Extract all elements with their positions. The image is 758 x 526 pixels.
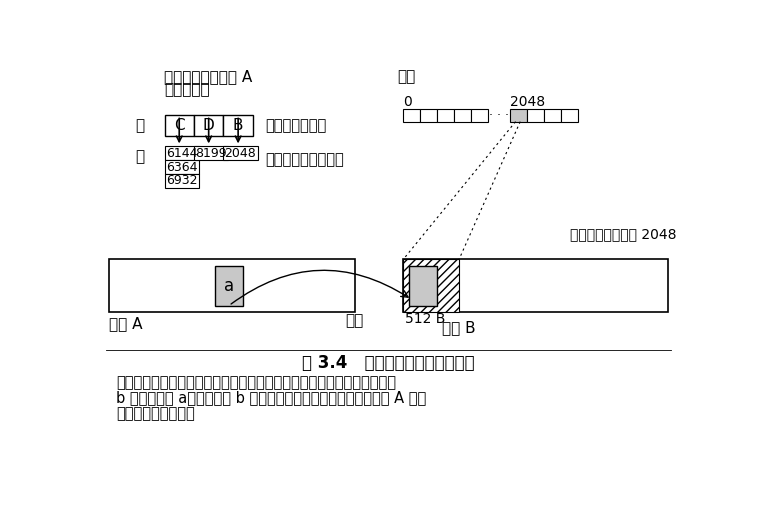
Text: C: C [174,118,184,133]
Bar [454,109,471,122]
Bar [194,146,228,160]
Text: · · ·: · · · [488,109,509,122]
Bar [164,146,199,160]
Bar [403,109,420,122]
Text: 2048: 2048 [224,147,256,160]
Text: 转移专用记忆集合 A: 转移专用记忆集合 A [164,69,252,85]
Text: 移专用记忆集合中。: 移专用记忆集合中。 [117,406,196,421]
Text: 值是卡片索引的数组: 值是卡片索引的数组 [265,152,344,167]
Text: b 引用了对象 a，因此对象 b 所对应的卡片索引就被记录在了区域 A 的转: b 引用了对象 a，因此对象 b 所对应的卡片索引就被记录在了区域 A 的转 [117,391,427,406]
Text: 6932: 6932 [166,175,197,187]
Bar [510,109,528,122]
Text: 对应的卡片索引是 2048: 对应的卡片索引是 2048 [569,227,676,241]
Text: 每个区域都有一个转移专用记忆集合，它是通过散列表实现的。图中对象: 每个区域都有一个转移专用记忆集合，它是通过散列表实现的。图中对象 [117,375,396,390]
Bar [562,109,578,122]
Bar [471,109,488,122]
Text: 8199: 8199 [196,147,227,160]
Bar [544,109,562,122]
Bar [437,109,454,122]
Text: B: B [233,118,243,133]
Text: 图 3.4   转移专用记忆集合的构造: 图 3.4 转移专用记忆集合的构造 [302,355,475,372]
Bar [164,174,199,188]
Bar [194,116,224,136]
Bar [528,109,544,122]
Bar [403,259,459,312]
Text: 卡表: 卡表 [397,69,415,85]
Bar [224,116,253,136]
Bar [224,146,258,160]
Text: b: b [418,277,428,295]
Bar [164,160,199,174]
Text: （散列表）: （散列表） [164,82,210,97]
Bar [409,266,437,306]
Text: 2048: 2048 [510,95,545,109]
Text: 引用: 引用 [345,313,364,329]
Text: 6364: 6364 [166,160,197,174]
Bar [420,109,437,122]
Text: 键: 键 [135,118,144,133]
Text: 值: 值 [135,149,144,165]
Text: 区域 B: 区域 B [442,320,475,335]
Text: 区域 A: 区域 A [108,317,143,332]
Bar [164,116,194,136]
Bar [215,266,243,306]
Text: 512 B: 512 B [405,312,445,326]
Bar [403,259,669,312]
Text: a: a [224,277,234,295]
Text: 0: 0 [403,95,412,109]
Bar [108,259,356,312]
Text: 6144: 6144 [166,147,197,160]
Text: 键是区域的地址: 键是区域的地址 [265,118,327,133]
Text: D: D [203,118,215,133]
